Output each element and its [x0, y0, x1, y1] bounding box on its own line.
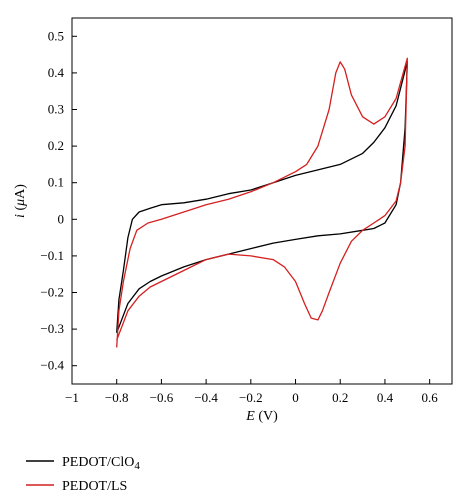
y-tick-label: 0.2 — [48, 138, 64, 153]
x-axis-symbol: E — [245, 409, 255, 424]
legend-item-pedot-clo4: PEDOT/ClO4 — [26, 455, 140, 472]
legend-item-pedot-ls: PEDOT/LS — [26, 479, 127, 494]
legend-label-pedot-clo4: PEDOT/ClO4 — [62, 455, 140, 472]
x-tick-label: 0 — [292, 390, 299, 405]
y-tick-label: −0.1 — [40, 248, 64, 263]
y-tick-label: 0 — [58, 211, 65, 226]
y-tick-label: −0.4 — [40, 358, 64, 373]
x-tick-label: 0.6 — [422, 390, 439, 405]
x-tick-label: 0.2 — [332, 390, 348, 405]
x-tick-label: −0.4 — [194, 390, 218, 405]
y-tick-label: 0.4 — [48, 65, 65, 80]
y-axis-unit-prefix: ( — [13, 206, 28, 215]
x-tick-label: −0.8 — [105, 390, 129, 405]
y-axis-title: i (μA) — [13, 184, 28, 218]
series-line-pedot-clo4 — [116, 61, 408, 334]
legend-label-pedot-ls: PEDOT/LS — [62, 479, 127, 494]
x-axis-unit: (V) — [255, 409, 278, 424]
y-tick-label: 0.5 — [48, 28, 64, 43]
series-layer — [116, 57, 408, 348]
legend: PEDOT/ClO4 PEDOT/LS — [26, 455, 140, 494]
x-tick-label: −0.6 — [150, 390, 174, 405]
x-axis-title: E (V) — [245, 409, 278, 424]
x-tick-label: −1 — [65, 390, 79, 405]
legend-label-pedot-clo4-sub: 4 — [134, 460, 140, 472]
x-tick-label: 0.4 — [377, 390, 394, 405]
plot-frame — [71, 17, 453, 385]
y-tick-label: 0.3 — [48, 102, 64, 117]
legend-label-pedot-clo4-main: PEDOT/ClO — [62, 455, 134, 470]
x-tick-label: −0.2 — [239, 390, 263, 405]
y-axis-unit-suffix: A) — [13, 184, 28, 199]
x-axis-ticks: −1 −0.8 −0.6 −0.4 −0.2 0 0.2 0.4 0.6 — [65, 379, 438, 405]
y-axis-symbol: i — [13, 214, 28, 218]
y-axis-ticks: −0.4 −0.3 −0.2 −0.1 0 0.1 0.2 0.3 0.4 0.5 — [40, 28, 77, 373]
series-line-pedot-ls — [116, 57, 408, 348]
y-tick-label: −0.2 — [40, 285, 64, 300]
y-tick-label: 0.1 — [48, 175, 64, 190]
y-tick-label: −0.3 — [40, 321, 64, 336]
y-axis-unit-mu: μ — [13, 199, 28, 207]
